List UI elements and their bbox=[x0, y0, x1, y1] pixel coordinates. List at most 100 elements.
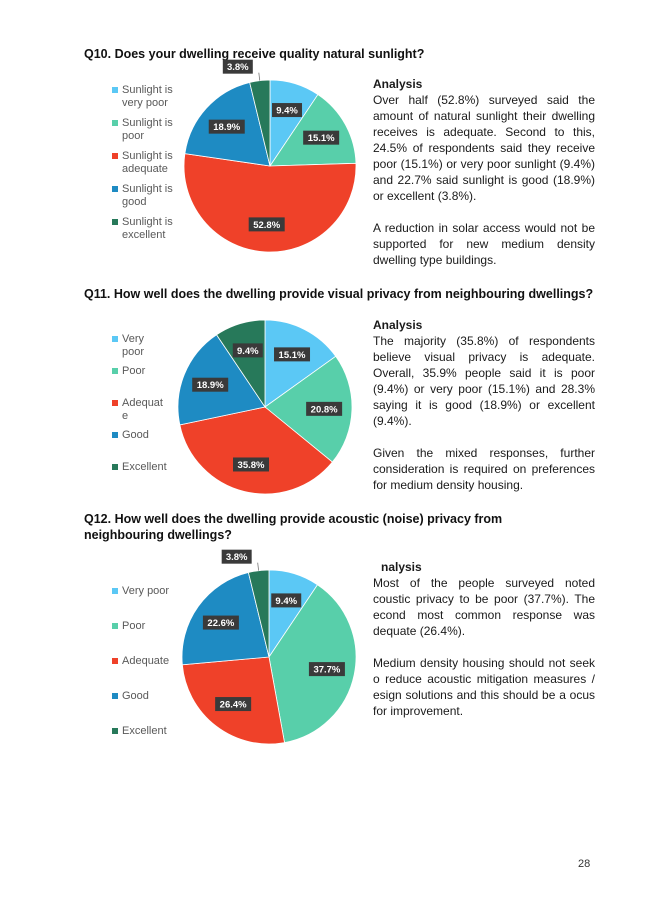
data-label-text: 3.8% bbox=[227, 62, 249, 73]
data-label: 18.9% bbox=[208, 119, 245, 134]
legend-label: Adequate bbox=[122, 655, 170, 667]
legend-label: Very poor bbox=[122, 585, 170, 597]
analysis-paragraph: Over half (52.8%) surveyed said the amou… bbox=[373, 93, 595, 203]
legend-label: Poor bbox=[122, 365, 146, 377]
data-label-text: 35.8% bbox=[238, 460, 265, 471]
data-label-box bbox=[221, 549, 252, 564]
legend-label: Excellent bbox=[122, 461, 167, 473]
data-label-box bbox=[233, 457, 270, 472]
data-label-box bbox=[274, 347, 311, 362]
legend-label: Excellent bbox=[122, 725, 167, 737]
data-label-text: 15.1% bbox=[308, 133, 335, 144]
data-label: 18.9% bbox=[192, 377, 229, 392]
legend-label: Good bbox=[122, 429, 149, 441]
analysis-paragraph: Medium density housing should not seek o… bbox=[373, 656, 595, 718]
legend-swatch bbox=[112, 464, 118, 470]
pie-slice bbox=[249, 79, 271, 167]
pie-slice bbox=[264, 319, 337, 408]
legend-label: Sunlight is poor bbox=[122, 117, 173, 142]
data-label-box bbox=[308, 662, 345, 677]
pie-slice bbox=[183, 153, 357, 253]
data-label: 35.8% bbox=[233, 457, 270, 472]
data-label-text: 15.1% bbox=[279, 350, 306, 361]
data-label-text: 9.4% bbox=[237, 346, 259, 357]
data-label-box bbox=[272, 103, 303, 118]
data-label-box bbox=[248, 217, 285, 232]
analysis-paragraph: Most of the people surveyed noted cousti… bbox=[373, 576, 595, 638]
legend-swatch bbox=[112, 120, 118, 126]
analysis-text-q10: Over half (52.8%) surveyed said the amou… bbox=[373, 92, 595, 284]
data-label-text: 52.8% bbox=[253, 220, 280, 231]
data-label: 52.8% bbox=[248, 217, 285, 232]
data-label-box bbox=[271, 593, 302, 608]
data-label-text: 18.9% bbox=[213, 122, 240, 133]
pie-slice bbox=[179, 406, 333, 495]
legend-label: Sunlight is very poor bbox=[122, 84, 173, 109]
data-label-box bbox=[192, 377, 229, 392]
data-label-text: 20.8% bbox=[311, 404, 338, 415]
data-label-text: 18.9% bbox=[197, 380, 224, 391]
data-label: 20.8% bbox=[306, 401, 343, 416]
legend-swatch bbox=[112, 186, 118, 192]
data-label-text: 9.4% bbox=[275, 596, 297, 607]
legend-swatch bbox=[112, 153, 118, 159]
data-label: 3.8% bbox=[222, 59, 261, 81]
analysis-paragraph: Given the mixed responses, further consi… bbox=[373, 446, 595, 492]
analysis-title-q12: nalysis bbox=[381, 560, 422, 574]
data-label-text: 37.7% bbox=[313, 665, 340, 676]
data-label: 15.1% bbox=[274, 347, 311, 362]
legend-swatch bbox=[112, 219, 118, 225]
legend-label: Sunlight is good bbox=[122, 183, 173, 208]
question-q12: Q12. How well does the dwelling provide … bbox=[84, 512, 503, 542]
legend-swatch bbox=[112, 400, 118, 406]
leader-line bbox=[258, 72, 261, 81]
data-label-box bbox=[303, 130, 340, 145]
legend-swatch bbox=[112, 728, 118, 734]
question-q11: Q11. How well does the dwelling provide … bbox=[84, 287, 594, 301]
data-label-box bbox=[306, 401, 343, 416]
legend-swatch bbox=[112, 588, 118, 594]
data-label: 9.4% bbox=[232, 343, 263, 358]
legend-label: Sunlight is adequate bbox=[122, 150, 173, 175]
legend-swatch bbox=[112, 623, 118, 629]
legend-swatch bbox=[112, 87, 118, 93]
data-label-box bbox=[208, 119, 245, 134]
pie-chart-q10: 9.4% 15.1% 52.8% 18.9% 3.8% bbox=[183, 59, 357, 253]
page-number: 28 bbox=[578, 858, 591, 870]
legend-label: Good bbox=[122, 690, 149, 702]
data-label: 3.8% bbox=[221, 549, 260, 571]
data-label: 9.4% bbox=[271, 593, 302, 608]
analysis-title-q10: Analysis bbox=[373, 77, 423, 91]
data-label-box bbox=[232, 343, 263, 358]
analysis-paragraph: A reduction in solar access would not be… bbox=[373, 221, 595, 267]
pie-slice bbox=[215, 319, 266, 409]
legend-label: Poor bbox=[122, 620, 146, 632]
data-label-box bbox=[215, 697, 252, 712]
data-label-box bbox=[202, 615, 239, 630]
data-label: 37.7% bbox=[308, 662, 345, 677]
data-label: 26.4% bbox=[215, 697, 252, 712]
analysis-text-q11: The majority (35.8%) of respondents beli… bbox=[373, 333, 595, 509]
legend-swatch bbox=[112, 693, 118, 699]
pie-slice bbox=[269, 94, 357, 167]
pie-slice bbox=[247, 569, 270, 658]
data-label: 9.4% bbox=[272, 103, 303, 118]
data-label-text: 9.4% bbox=[276, 106, 298, 117]
data-label-text: 26.4% bbox=[220, 700, 247, 711]
legend-swatch bbox=[112, 368, 118, 374]
data-label-text: 22.6% bbox=[207, 618, 234, 629]
legend-swatch bbox=[112, 658, 118, 664]
legend-swatch bbox=[112, 432, 118, 438]
data-label: 15.1% bbox=[303, 130, 340, 145]
pie-chart-q12: 9.4% 37.7% 26.4% 22.6% 3.8% bbox=[181, 549, 357, 745]
legend-swatch bbox=[112, 336, 118, 342]
data-label: 22.6% bbox=[202, 615, 239, 630]
analysis-title-q11: Analysis bbox=[373, 318, 423, 332]
question-q10: Q10. Does your dwelling receive quality … bbox=[84, 47, 425, 61]
data-label-box bbox=[222, 59, 253, 74]
data-label-text: 3.8% bbox=[226, 552, 248, 563]
legend-label: Sunlight is excellent bbox=[122, 216, 173, 241]
legend-label: Very poor bbox=[122, 333, 145, 358]
leader-line bbox=[257, 562, 260, 571]
